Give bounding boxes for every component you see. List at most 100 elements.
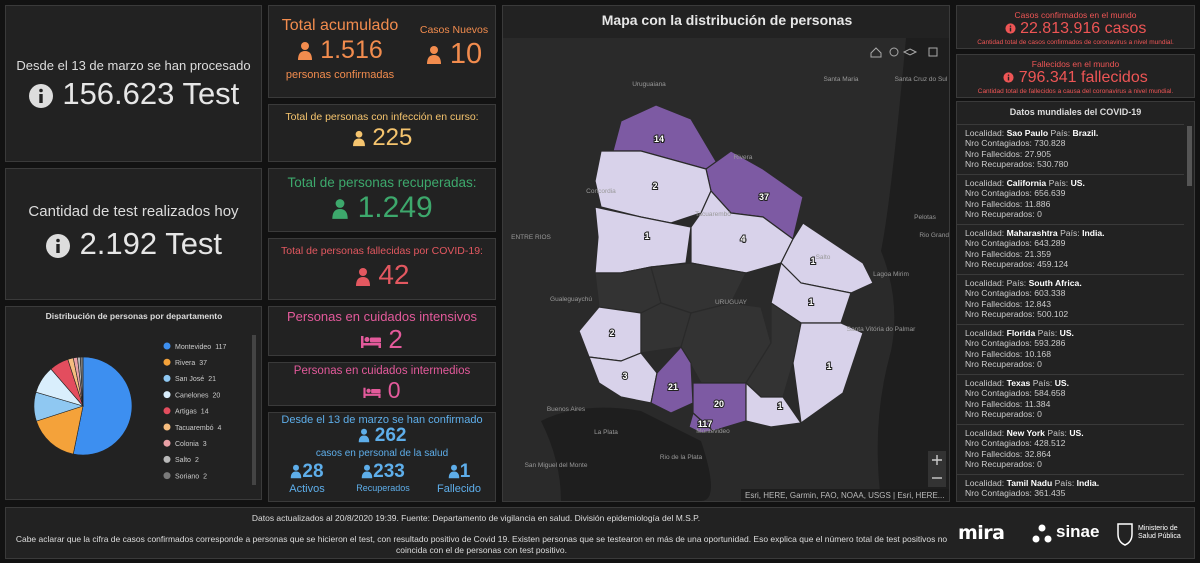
legend-swatch [163, 342, 171, 350]
field-label: Localidad: [965, 378, 1005, 388]
value-row: 2.192 Test [6, 226, 261, 262]
legend-swatch [163, 358, 171, 366]
logo-mira: mira [958, 522, 1005, 544]
entry-contagiados: Nro Contagiados: 584.658 [965, 388, 1176, 398]
field-label: Nro Recuperados: [965, 358, 1035, 369]
value-row: 225 [269, 124, 495, 152]
field-value: 593.286 [1034, 338, 1066, 349]
department-count: 2 [652, 181, 657, 191]
field-value: Florida [1006, 328, 1036, 338]
pie-slice [72, 356, 133, 456]
value-row: 22.813.916 casos [957, 20, 1194, 38]
label: Total de personas recuperadas: [287, 175, 477, 190]
field-label: Nro Fallecidos: [965, 198, 1023, 209]
legend-value: 14 [201, 409, 209, 416]
entry-location: Localidad: País: South Africa. [965, 278, 1176, 288]
department [745, 381, 803, 428]
value: 796.341 fallecidos [1018, 69, 1148, 86]
person-icon [291, 465, 302, 479]
list-title: Datos mundiales del COVID-19 [1009, 107, 1142, 117]
zoom-buttons[interactable] [928, 451, 946, 487]
place-label: Santa Cruz do Sul [895, 76, 948, 83]
place-label: Tacuarembó [695, 211, 731, 218]
label: Recuperados [356, 483, 410, 493]
label: Cantidad de test realizados hoy [28, 203, 239, 220]
world-list-panel: Datos mundiales del COVID-19 Localidad: … [956, 101, 1195, 502]
field-label: Nro Contagiados: [965, 438, 1032, 449]
field-label: País: [1037, 328, 1058, 338]
field-label: Localidad: [965, 278, 1005, 288]
place-label: Rio Grande [919, 232, 949, 239]
field-label: Nro Contagiados: [965, 188, 1032, 199]
value-row: 42 [269, 259, 495, 291]
sub-stat: 233 Recuperados [345, 461, 421, 493]
person-icon [298, 42, 313, 61]
field-value: 10.168 [1024, 348, 1051, 359]
field-label: Localidad: [965, 328, 1005, 338]
label: Casos confirmados en el mundo [1014, 10, 1137, 20]
value: 0 [387, 377, 401, 403]
field-label: Localidad: [965, 428, 1005, 438]
field-label: País: [1048, 178, 1069, 188]
logo-msp: Ministerio de Salud Pública [1138, 525, 1181, 540]
footer: Datos actualizados al 20/8/2020 19:39. F… [5, 507, 1195, 559]
value-row: 2 [269, 324, 495, 355]
icu-panel: Personas en cuidados intensivos 2 [268, 306, 496, 356]
field-value: 656.639 [1034, 188, 1066, 199]
value: 22.813.916 casos [1020, 20, 1147, 37]
place-label: San Miguel del Monte [525, 462, 588, 469]
field-label: País: [1047, 428, 1067, 438]
info-icon [45, 233, 70, 258]
note: Cabe aclarar que la cifra de casos confi… [15, 534, 948, 555]
logo-sinae: sinae [1056, 522, 1100, 541]
field-value: 730.828 [1034, 138, 1066, 149]
department-count: 2 [609, 328, 614, 338]
world-list: Localidad: Sao Paulo País: Brazil. Nro Co… [957, 124, 1184, 501]
value: 225 [372, 124, 413, 151]
tests-processed-panel: Desde el 13 de marzo se han procesado 15… [5, 5, 262, 162]
place-label: ENTRE RIOS [511, 234, 551, 241]
legend-entry: San José 21 [175, 376, 216, 383]
department-count: 21 [668, 382, 678, 392]
place-label: Uruguaiana [632, 81, 666, 88]
legend-entry: Rivera 37 [175, 360, 207, 367]
department-count: 1 [644, 231, 649, 241]
department [688, 411, 715, 434]
field-value: 459.124 [1037, 258, 1069, 269]
legend-label: Colonia [175, 441, 199, 448]
entry-recuperados: Nro Recuperados: 530.780 [965, 159, 1176, 169]
active-panel: Total de personas con infección en curso… [268, 104, 496, 162]
field-value: Brazil. [1072, 128, 1099, 138]
legend-value: 21 [208, 376, 216, 383]
person-icon [355, 267, 370, 286]
legend-entry: Colonia 3 [175, 441, 207, 448]
legend-swatch [163, 391, 171, 399]
world-cases-panel: Casos confirmados en el mundo 22.813.916… [956, 5, 1195, 49]
legend-swatch [163, 374, 171, 382]
department-count: 3 [622, 371, 627, 381]
accumulated-panel: Total acumulado 1.516 personas confirmad… [268, 5, 496, 98]
field-label: País: [1006, 278, 1027, 288]
entry-contagiados: Nro Contagiados: 361.435 [965, 488, 1176, 498]
entry-recuperados: Nro Recuperados: 0 [965, 209, 1176, 219]
chart-title: Distribución de personas por departament… [46, 311, 223, 321]
department [692, 382, 747, 432]
place-label: Santa Vitória do Palmar [847, 326, 916, 333]
updated: Datos actualizados al 20/8/2020 19:39. F… [251, 513, 701, 523]
department-count: 37 [759, 192, 769, 202]
entry-contagiados: Nro Contagiados: 603.338 [965, 288, 1176, 298]
scrollbar [1187, 126, 1192, 186]
field-value: Texas [1006, 378, 1031, 388]
entry-contagiados: Nro Contagiados: 643.289 [965, 238, 1176, 248]
value: 1.516 [320, 36, 383, 64]
field-label: Nro Fallecidos: [965, 398, 1023, 409]
field-label: Nro Recuperados: [965, 258, 1035, 269]
place-label: Montevideo [696, 428, 730, 435]
department-count: 1 [826, 361, 831, 371]
value: 42 [378, 259, 410, 290]
field-value: 0 [1037, 208, 1042, 219]
sub-stat: 28 Activos [269, 461, 345, 495]
field-value: US. [1059, 328, 1074, 338]
value: 2.192 Test [79, 226, 223, 261]
bed-icon [361, 336, 382, 349]
